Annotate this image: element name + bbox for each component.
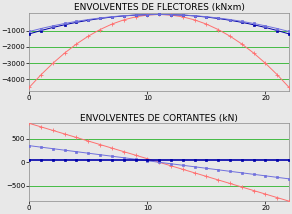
- Title: ENVOLVENTES DE FLECTORES (kNxm): ENVOLVENTES DE FLECTORES (kNxm): [74, 3, 245, 12]
- Title: ENVOLVENTES DE CORTANTES (kN): ENVOLVENTES DE CORTANTES (kN): [80, 114, 238, 123]
